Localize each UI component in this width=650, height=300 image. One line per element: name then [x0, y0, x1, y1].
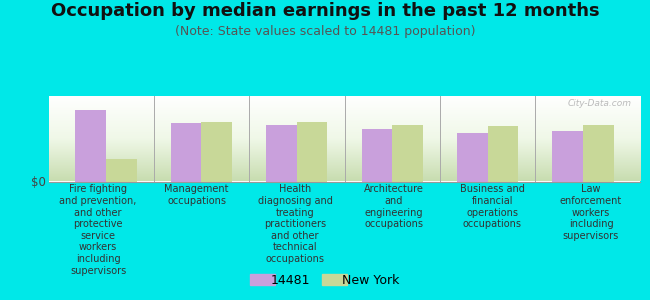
- Bar: [202, 122, 232, 182]
- Legend: 14481, New York: 14481, New York: [246, 270, 404, 291]
- Text: (Note: State values scaled to 14481 population): (Note: State values scaled to 14481 popu…: [175, 26, 475, 38]
- Bar: [361, 129, 392, 182]
- Bar: [171, 123, 202, 182]
- Text: City-Data.com: City-Data.com: [567, 99, 631, 108]
- Text: Management
occupations: Management occupations: [164, 184, 229, 206]
- Text: Law
enforcement
workers
including
supervisors: Law enforcement workers including superv…: [560, 184, 622, 241]
- Text: Fire fighting
and prevention,
and other
protective
service
workers
including
sup: Fire fighting and prevention, and other …: [59, 184, 136, 276]
- Bar: [75, 110, 106, 182]
- Bar: [392, 124, 422, 182]
- Bar: [266, 124, 297, 182]
- Bar: [106, 159, 136, 182]
- Text: Occupation by median earnings in the past 12 months: Occupation by median earnings in the pas…: [51, 2, 599, 20]
- Bar: [552, 131, 583, 182]
- Bar: [583, 124, 614, 182]
- Text: Business and
financial
operations
occupations: Business and financial operations occupa…: [460, 184, 525, 229]
- Bar: [457, 133, 488, 182]
- Bar: [297, 122, 328, 182]
- Bar: [488, 126, 518, 182]
- Text: Architecture
and
engineering
occupations: Architecture and engineering occupations: [364, 184, 424, 229]
- Text: Health
diagnosing and
treating
practitioners
and other
technical
occupations: Health diagnosing and treating practitio…: [258, 184, 333, 264]
